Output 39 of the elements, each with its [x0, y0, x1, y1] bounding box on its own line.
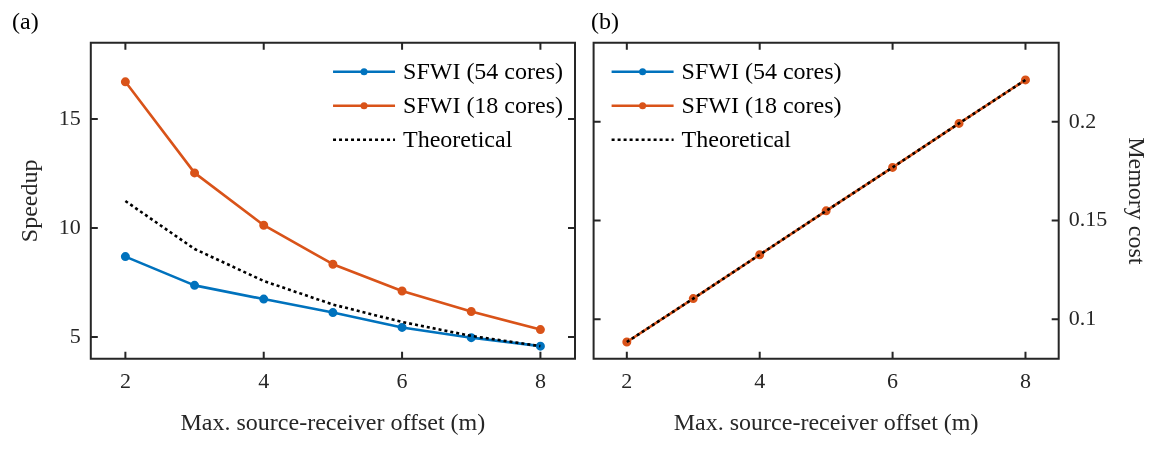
x-tick-label: 6 — [396, 367, 408, 393]
point — [120, 252, 130, 262]
y-axis-title: Speedup — [15, 159, 42, 243]
y2-tick-label: 0.1 — [1068, 305, 1097, 331]
x-tick-label: 6 — [887, 367, 899, 393]
point — [328, 308, 338, 318]
chart-title: (b) — [591, 7, 619, 34]
point — [328, 259, 338, 269]
x-tick-label: 4 — [258, 367, 270, 393]
legend-label: SFWI (18 cores) — [681, 92, 842, 119]
legend-label: Theoretical — [681, 126, 792, 153]
point — [120, 77, 130, 87]
x-tick-label: 8 — [1019, 367, 1031, 393]
x-tick-label: 4 — [754, 367, 766, 393]
legend-label: Theoretical — [403, 126, 513, 153]
x-tick-label: 2 — [621, 367, 633, 393]
y-tick-label: 5 — [69, 322, 81, 348]
chart-title: (a) — [12, 7, 39, 34]
point — [259, 220, 269, 230]
x-tick-label: 8 — [534, 367, 546, 393]
legend-label: SFWI (18 cores) — [403, 92, 564, 119]
x-tick-label: 2 — [119, 367, 131, 393]
x-axis-title: Max. source-receiver offset (m) — [673, 408, 979, 435]
point — [397, 322, 407, 332]
point — [397, 286, 407, 296]
point — [535, 341, 545, 351]
y-tick-label: 10 — [58, 213, 81, 239]
y2-tick-label: 0.15 — [1068, 206, 1108, 232]
point — [259, 294, 269, 304]
x-axis-title: Max. source-receiver offset (m) — [180, 408, 486, 435]
legend-label: SFWI (54 cores) — [681, 58, 842, 85]
point — [466, 307, 476, 317]
point — [535, 325, 545, 335]
y2-tick-label: 0.2 — [1068, 107, 1097, 133]
legend-label: SFWI (54 cores) — [403, 58, 564, 85]
point — [190, 280, 200, 290]
point — [190, 168, 200, 178]
y2-axis-title: Memory cost — [1124, 137, 1151, 265]
y-tick-label: 15 — [58, 104, 81, 130]
